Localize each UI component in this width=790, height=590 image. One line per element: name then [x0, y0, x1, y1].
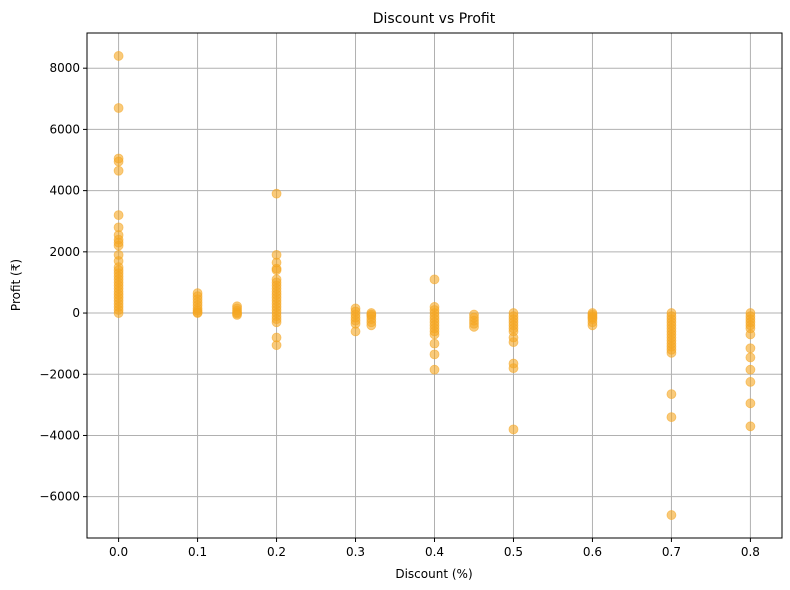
data-point	[232, 309, 242, 320]
chart-title: Discount vs Profit	[373, 11, 496, 27]
y-tick-label: 6000	[49, 122, 80, 136]
data-point	[745, 398, 756, 409]
data-points	[113, 51, 756, 520]
x-tick-label: 0.1	[188, 545, 207, 559]
data-point	[113, 156, 124, 167]
data-point	[271, 265, 282, 276]
data-point	[271, 317, 282, 328]
data-point	[666, 389, 677, 400]
data-point	[745, 377, 756, 387]
grid	[87, 33, 782, 538]
x-tick-label: 0.4	[425, 545, 444, 559]
y-tick-label: 0	[72, 306, 80, 320]
y-tick-label: 4000	[49, 184, 80, 198]
x-tick-label: 0.0	[109, 545, 128, 559]
data-point	[508, 363, 519, 374]
data-point	[745, 352, 756, 363]
y-axis-title: Profit (₹)	[9, 259, 23, 311]
data-point	[745, 421, 756, 432]
data-point	[429, 274, 440, 285]
data-point	[745, 343, 756, 354]
data-point	[192, 308, 203, 318]
data-point	[745, 329, 756, 340]
x-tick-label: 0.2	[267, 545, 286, 559]
data-point	[666, 412, 677, 423]
y-tick-label: −4000	[39, 428, 80, 442]
data-point	[745, 364, 756, 375]
y-tick-label: −6000	[39, 490, 80, 504]
x-tick-label: 0.5	[504, 545, 523, 559]
data-point	[429, 349, 440, 360]
x-tick-label: 0.7	[662, 545, 681, 559]
data-point	[113, 210, 124, 221]
y-tick-label: −2000	[39, 367, 80, 381]
data-point	[113, 103, 124, 113]
data-point	[271, 340, 282, 351]
data-point	[113, 165, 124, 176]
data-point	[429, 364, 440, 375]
data-point	[429, 338, 440, 349]
data-point	[366, 320, 377, 331]
data-point	[508, 424, 519, 435]
data-point	[666, 347, 677, 358]
y-tick-label: 8000	[49, 61, 80, 75]
y-tick-label: 2000	[49, 245, 80, 259]
axis-ticks: 0.0 0.1 0.2 0.3 0.4 0.5 0.6 0.7 0.8 −6000 −4000 −20…	[39, 61, 760, 559]
data-point	[350, 326, 361, 337]
data-point	[587, 320, 598, 331]
data-point	[113, 51, 124, 61]
x-tick-label: 0.3	[346, 545, 365, 559]
x-axis-title: Discount (%)	[395, 567, 472, 581]
x-tick-label: 0.6	[583, 545, 602, 559]
data-point	[113, 308, 124, 318]
x-tick-label: 0.8	[741, 545, 760, 559]
data-point	[429, 329, 440, 340]
data-point	[113, 240, 124, 251]
data-point	[469, 321, 479, 332]
data-point	[666, 510, 677, 520]
data-point	[508, 337, 519, 348]
data-point	[271, 188, 282, 199]
